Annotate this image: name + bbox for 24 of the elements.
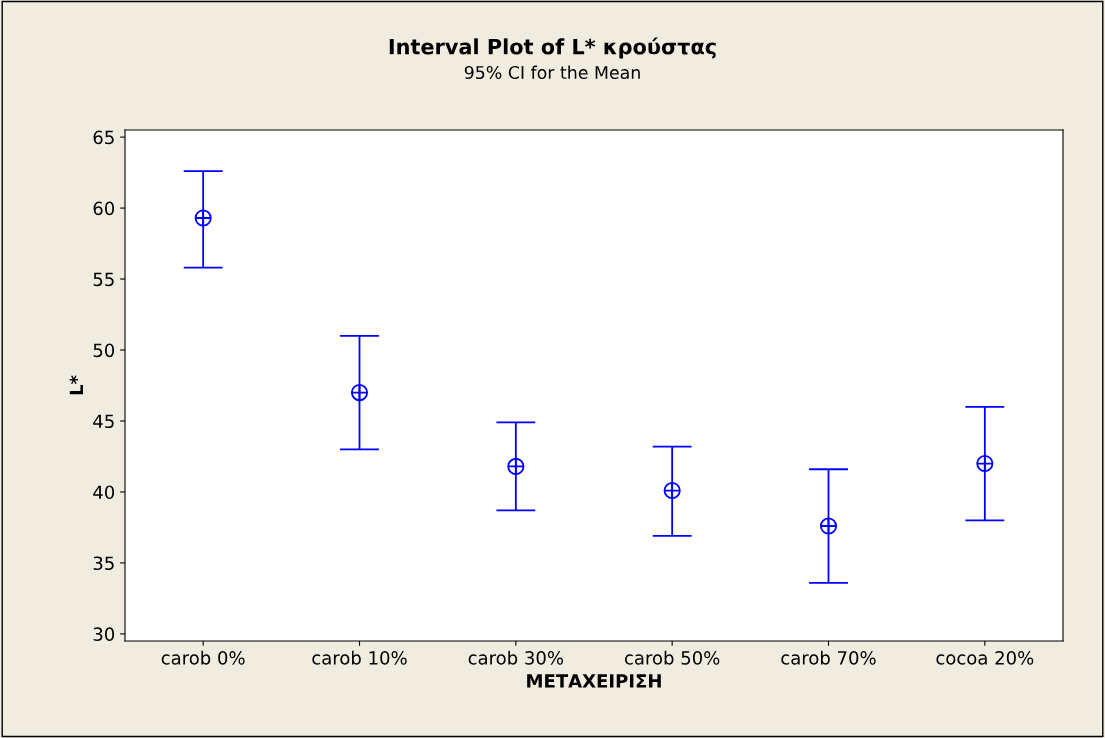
x-tick-label: carob 50%	[624, 650, 720, 665]
point	[976, 455, 994, 473]
y-tick-label: 55	[93, 272, 114, 287]
chart-title: Interval Plot of L* κρούστας	[389, 37, 716, 59]
y-tick-label: 45	[93, 414, 114, 429]
y-axis-title: L*	[69, 375, 83, 395]
x-axis-title: ΜΕΤΑΧΕΙΡΙΣΗ	[527, 674, 661, 688]
y-tick-label: 40	[93, 485, 115, 500]
y-tick-label: 60	[93, 201, 115, 216]
y-tick-label: 35	[93, 556, 114, 571]
y-tick-label: 50	[93, 343, 115, 358]
point	[194, 209, 212, 227]
x-tick-label: cocoa 20%	[936, 651, 1034, 665]
point	[663, 481, 681, 500]
x-tick-label: carob 70%	[781, 650, 876, 665]
x-tick-label: carob 0%	[161, 650, 245, 665]
point	[507, 457, 525, 475]
x-tick-label: carob 30%	[468, 650, 564, 665]
x-tick-label: carob 10%	[312, 650, 407, 665]
point	[819, 517, 838, 535]
y-tick-label: 30	[93, 627, 115, 642]
y-tick-label: 65	[93, 130, 114, 145]
point	[350, 384, 369, 402]
chart-subtitle: 95% CI for the Mean	[464, 65, 640, 80]
